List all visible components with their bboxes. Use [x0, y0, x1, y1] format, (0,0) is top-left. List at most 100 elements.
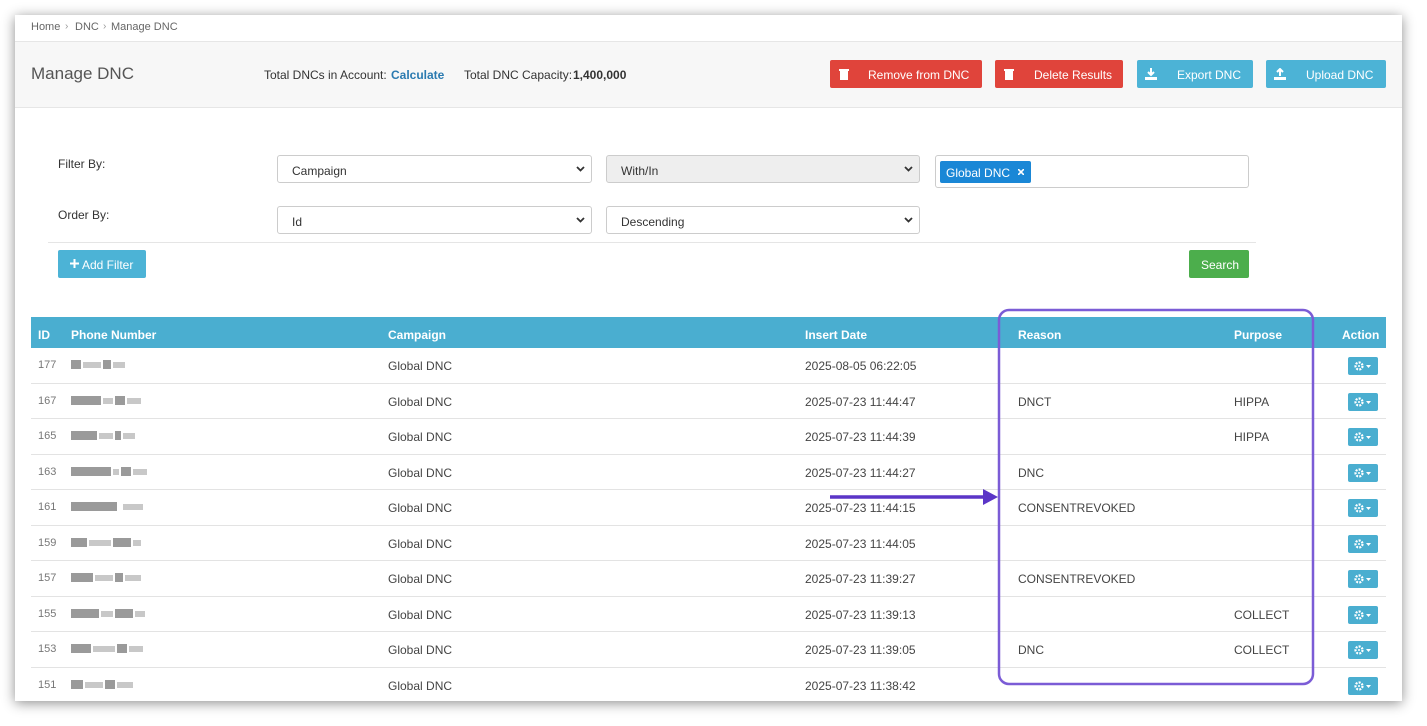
table-row: 167 Global DNC 2025-07-23 11:44:47 DNCT HIPP…: [31, 384, 1386, 419]
action-button[interactable]: [1348, 570, 1378, 588]
blur-block: [71, 502, 117, 511]
table-row: 163 Global DNC 2025-07-23 11:44:27 DNC: [31, 455, 1386, 490]
stat-label: Total DNCs in Account:: [264, 68, 387, 82]
cell: 2025-07-23 11:44:39: [805, 430, 916, 444]
separator: ›: [65, 21, 69, 32]
order-label: Order By:: [58, 208, 110, 222]
blur-block: [93, 646, 115, 652]
breadcrumb[interactable]: DNC: [75, 21, 99, 33]
blur-block: [71, 608, 99, 618]
gear-icon: [1354, 467, 1371, 478]
upload-button[interactable]: Upload DNC: [1266, 60, 1386, 88]
blur-block: [113, 468, 119, 475]
order-field-select[interactable]: Id: [277, 206, 592, 234]
order-direction-select[interactable]: Descending: [606, 206, 920, 234]
export-button[interactable]: Export DNC: [1137, 60, 1253, 88]
cell: CONSENTREVOKED: [1018, 572, 1136, 586]
filter-label: Filter By:: [58, 157, 106, 171]
blur-block: [101, 610, 113, 617]
gear-icon: [1354, 432, 1371, 442]
cell: 165: [38, 430, 57, 442]
action-button[interactable]: [1348, 392, 1378, 411]
cell: Global DNC: [388, 430, 453, 444]
cell: 167: [38, 394, 57, 407]
blur-block: [113, 362, 125, 368]
header: Manage DNC Total DNCs in Account: Calcul…: [15, 42, 1402, 108]
cell: 161: [38, 501, 57, 513]
filter-operator-select[interactable]: With/In: [606, 155, 920, 183]
action-button[interactable]: [1348, 641, 1378, 659]
cell: 177: [38, 359, 57, 371]
blur-block: [103, 397, 113, 404]
filter-tag-input[interactable]: Global DNC: [935, 155, 1249, 188]
blur-block: [103, 360, 111, 369]
breadcrumb-bar: Home › DNC › Manage DNC: [15, 15, 1402, 42]
button-label: Export DNC: [1177, 68, 1242, 82]
cell: 157: [38, 572, 57, 584]
action-button[interactable]: [1348, 534, 1378, 553]
remove-button[interactable]: Remove from DNC: [830, 60, 982, 88]
cell: Global DNC: [388, 465, 453, 480]
blur-block: [113, 537, 131, 547]
column-header: Phone Number: [71, 328, 157, 342]
column-header: Campaign: [388, 328, 447, 342]
cell: DNCT: [1018, 394, 1052, 409]
action-button[interactable]: [1348, 463, 1378, 482]
blur-block: [89, 539, 111, 546]
chevron: [904, 217, 913, 223]
blur-block: [115, 573, 123, 582]
cell: 151: [38, 678, 57, 691]
table-row: 151 Global DNC 2025-07-23 11:38:42: [31, 668, 1386, 702]
blur-block: [71, 537, 87, 547]
button-label: Add Filter: [82, 258, 134, 272]
cell: 2025-07-23 11:38:42: [805, 678, 916, 693]
button-label: Upload DNC: [1306, 68, 1374, 82]
blur-block: [83, 362, 101, 368]
cell: 163: [38, 465, 57, 478]
divider: [48, 242, 1256, 243]
column-header: ID: [38, 328, 50, 342]
cell: 2025-07-23 11:44:15: [805, 501, 916, 515]
cell: COLLECT: [1234, 643, 1290, 657]
cell: Global DNC: [388, 678, 453, 693]
gear-icon: [1354, 396, 1371, 407]
cell: 159: [38, 536, 57, 549]
search-button[interactable]: Search: [1189, 250, 1249, 278]
blur-block: [115, 395, 125, 405]
blurred-phone: [71, 431, 139, 441]
icon: [1274, 68, 1286, 80]
breadcrumb[interactable]: Home: [31, 21, 61, 33]
table: ID Phone Number Campaign Insert Date Reason P…: [31, 317, 1386, 701]
cell: Global DNC: [388, 394, 453, 409]
filter-field-select[interactable]: Campaign: [277, 155, 592, 183]
action-button[interactable]: [1348, 428, 1378, 446]
cell: DNC: [1018, 643, 1044, 657]
cell: 2025-07-23 11:39:27: [805, 572, 916, 586]
cell: Global DNC: [388, 607, 453, 622]
action-button[interactable]: [1348, 499, 1378, 517]
blur-block: [121, 466, 131, 476]
blur-block: [71, 466, 111, 476]
add-filter-button[interactable]: Add Filter: [58, 250, 146, 278]
blurred-phone: [71, 360, 139, 370]
cell: 2025-07-23 11:39:13: [805, 607, 916, 622]
cell: 153: [38, 643, 57, 655]
chevron: [904, 166, 913, 172]
cell: 2025-07-23 11:39:05: [805, 643, 916, 657]
gear-icon: [1354, 538, 1371, 549]
blur-block: [135, 610, 145, 617]
action-button[interactable]: [1348, 605, 1378, 624]
calculate-link[interactable]: Calculate: [391, 68, 445, 82]
delete-button[interactable]: Delete Results: [995, 60, 1123, 88]
chevron: [576, 217, 585, 223]
action-button[interactable]: [1348, 676, 1378, 695]
tag-remove[interactable]: [1018, 169, 1024, 175]
stat-label: Total DNC Capacity:: [464, 68, 573, 82]
action-button[interactable]: [1348, 357, 1378, 375]
icon: [839, 69, 849, 80]
filter-tag: Global DNC: [940, 161, 1031, 183]
cell: COLLECT: [1234, 607, 1290, 622]
cell: Global DNC: [388, 501, 453, 515]
blur-block: [127, 397, 141, 404]
